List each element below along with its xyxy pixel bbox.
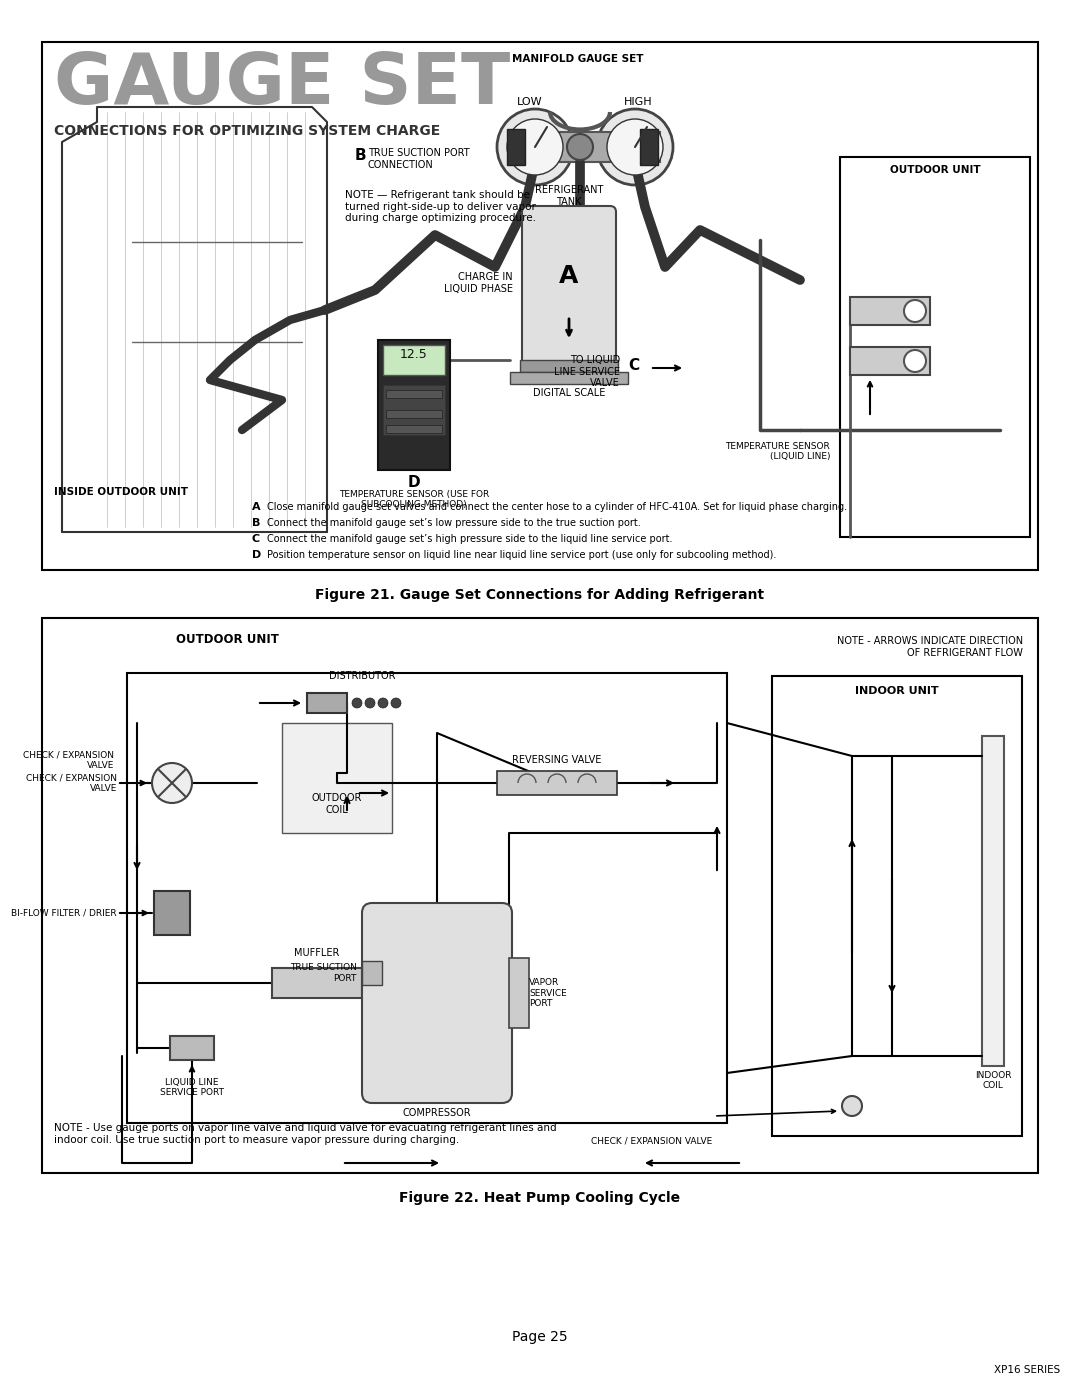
Circle shape: [507, 119, 563, 175]
Text: B: B: [252, 518, 260, 528]
Bar: [840, 156, 1030, 536]
Text: TRUE SUCTION PORT
CONNECTION: TRUE SUCTION PORT CONNECTION: [368, 148, 470, 169]
Text: HIGH: HIGH: [623, 96, 652, 108]
Text: INSIDE OUTDOOR UNIT: INSIDE OUTDOOR UNIT: [54, 488, 188, 497]
Text: C: C: [252, 534, 260, 543]
Bar: [378, 339, 450, 469]
Text: GAUGE SET: GAUGE SET: [54, 50, 510, 119]
Bar: [772, 676, 1022, 1136]
Circle shape: [152, 763, 192, 803]
Text: Page 25: Page 25: [512, 1330, 568, 1344]
Text: Figure 22. Heat Pump Cooling Cycle: Figure 22. Heat Pump Cooling Cycle: [400, 1192, 680, 1206]
Circle shape: [378, 698, 388, 708]
Text: OUTDOOR
COIL: OUTDOOR COIL: [312, 793, 362, 814]
Bar: [850, 346, 930, 374]
Text: LIQUID LINE
SERVICE PORT: LIQUID LINE SERVICE PORT: [160, 1078, 224, 1098]
Bar: [497, 771, 617, 795]
Circle shape: [607, 119, 663, 175]
Bar: [383, 386, 445, 434]
Bar: [282, 724, 392, 833]
Circle shape: [365, 698, 375, 708]
Text: TO LIQUID
LINE SERVICE
VALVE: TO LIQUID LINE SERVICE VALVE: [554, 355, 620, 388]
Text: CONNECTIONS FOR OPTIMIZING SYSTEM CHARGE: CONNECTIONS FOR OPTIMIZING SYSTEM CHARGE: [54, 124, 441, 138]
Bar: [127, 673, 727, 1123]
Bar: [42, 42, 1038, 570]
Bar: [170, 1037, 214, 1060]
Text: BI-FLOW FILTER / DRIER: BI-FLOW FILTER / DRIER: [12, 908, 117, 918]
Text: DISTRIBUTOR: DISTRIBUTOR: [328, 671, 395, 680]
Text: INDOOR
COIL: INDOOR COIL: [975, 1071, 1011, 1091]
Text: D: D: [252, 550, 261, 560]
Text: Position temperature sensor on liquid line near liquid line service port (use on: Position temperature sensor on liquid li…: [267, 550, 777, 560]
Bar: [507, 129, 525, 165]
Circle shape: [904, 351, 926, 372]
Text: A: A: [252, 502, 260, 511]
Text: LOW: LOW: [517, 96, 543, 108]
Text: VAPOR
SERVICE
PORT: VAPOR SERVICE PORT: [529, 978, 567, 1007]
Bar: [850, 298, 930, 326]
Bar: [386, 409, 442, 418]
FancyBboxPatch shape: [522, 205, 616, 366]
Circle shape: [904, 300, 926, 321]
Circle shape: [352, 698, 362, 708]
FancyBboxPatch shape: [362, 902, 512, 1104]
Circle shape: [567, 134, 593, 161]
Text: REFRIGERANT
TANK: REFRIGERANT TANK: [535, 186, 604, 207]
Text: MANIFOLD GAUGE SET: MANIFOLD GAUGE SET: [512, 54, 644, 64]
Text: COMPRESSOR: COMPRESSOR: [403, 1108, 471, 1118]
Text: OUTDOOR UNIT: OUTDOOR UNIT: [890, 165, 981, 175]
Text: CHARGE IN
LIQUID PHASE: CHARGE IN LIQUID PHASE: [444, 272, 513, 293]
Text: B: B: [355, 148, 366, 163]
Text: D: D: [407, 475, 420, 490]
Text: TEMPERATURE SENSOR (USE FOR
SUBCOOLING METHOD): TEMPERATURE SENSOR (USE FOR SUBCOOLING M…: [339, 490, 489, 510]
Text: INDOOR UNIT: INDOOR UNIT: [855, 686, 939, 696]
Text: CHECK / EXPANSION
VALVE: CHECK / EXPANSION VALVE: [26, 774, 117, 792]
Text: TEMPERATURE SENSOR
(LIQUID LINE): TEMPERATURE SENSOR (LIQUID LINE): [726, 441, 831, 461]
Bar: [519, 360, 618, 372]
Text: XP16 SERIES: XP16 SERIES: [994, 1365, 1059, 1375]
Bar: [386, 425, 442, 433]
Bar: [982, 736, 1004, 1066]
Text: C: C: [627, 358, 639, 373]
Bar: [383, 345, 445, 374]
Text: MUFFLER: MUFFLER: [295, 949, 340, 958]
Bar: [510, 372, 627, 384]
Text: Connect the manifold gauge set’s low pressure side to the true suction port.: Connect the manifold gauge set’s low pre…: [267, 518, 640, 528]
Bar: [272, 968, 362, 997]
Bar: [362, 961, 382, 985]
Text: NOTE — Refrigerant tank should be
turned right-side-up to deliver vapor
during c: NOTE — Refrigerant tank should be turned…: [345, 190, 536, 224]
Text: Connect the manifold gauge set’s high pressure side to the liquid line service p: Connect the manifold gauge set’s high pr…: [267, 534, 673, 543]
Bar: [42, 617, 1038, 1173]
Bar: [510, 131, 660, 162]
Circle shape: [597, 109, 673, 184]
Bar: [307, 693, 347, 712]
Text: CHECK / EXPANSION
VALVE: CHECK / EXPANSION VALVE: [23, 752, 114, 770]
Text: CHECK / EXPANSION VALVE: CHECK / EXPANSION VALVE: [591, 1136, 712, 1146]
Circle shape: [391, 698, 401, 708]
Text: 12.5: 12.5: [400, 348, 428, 360]
Bar: [509, 958, 529, 1028]
Text: A: A: [559, 264, 579, 288]
Circle shape: [497, 109, 573, 184]
Text: REVERSING VALVE: REVERSING VALVE: [512, 754, 602, 766]
Text: NOTE - ARROWS INDICATE DIRECTION
OF REFRIGERANT FLOW: NOTE - ARROWS INDICATE DIRECTION OF REFR…: [837, 636, 1023, 658]
Circle shape: [842, 1097, 862, 1116]
Bar: [640, 129, 658, 165]
Text: NOTE - Use gauge ports on vapor line valve and liquid valve for evacuating refri: NOTE - Use gauge ports on vapor line val…: [54, 1123, 556, 1144]
Text: OUTDOOR UNIT: OUTDOOR UNIT: [176, 633, 279, 645]
Text: TRUE SUCTION
PORT: TRUE SUCTION PORT: [291, 964, 357, 982]
Text: Figure 21. Gauge Set Connections for Adding Refrigerant: Figure 21. Gauge Set Connections for Add…: [315, 588, 765, 602]
Bar: [154, 891, 190, 935]
Text: DIGITAL SCALE: DIGITAL SCALE: [532, 388, 605, 398]
Text: Close manifold gauge set valves and connect the center hose to a cylinder of HFC: Close manifold gauge set valves and conn…: [267, 502, 847, 511]
Bar: [386, 390, 442, 398]
